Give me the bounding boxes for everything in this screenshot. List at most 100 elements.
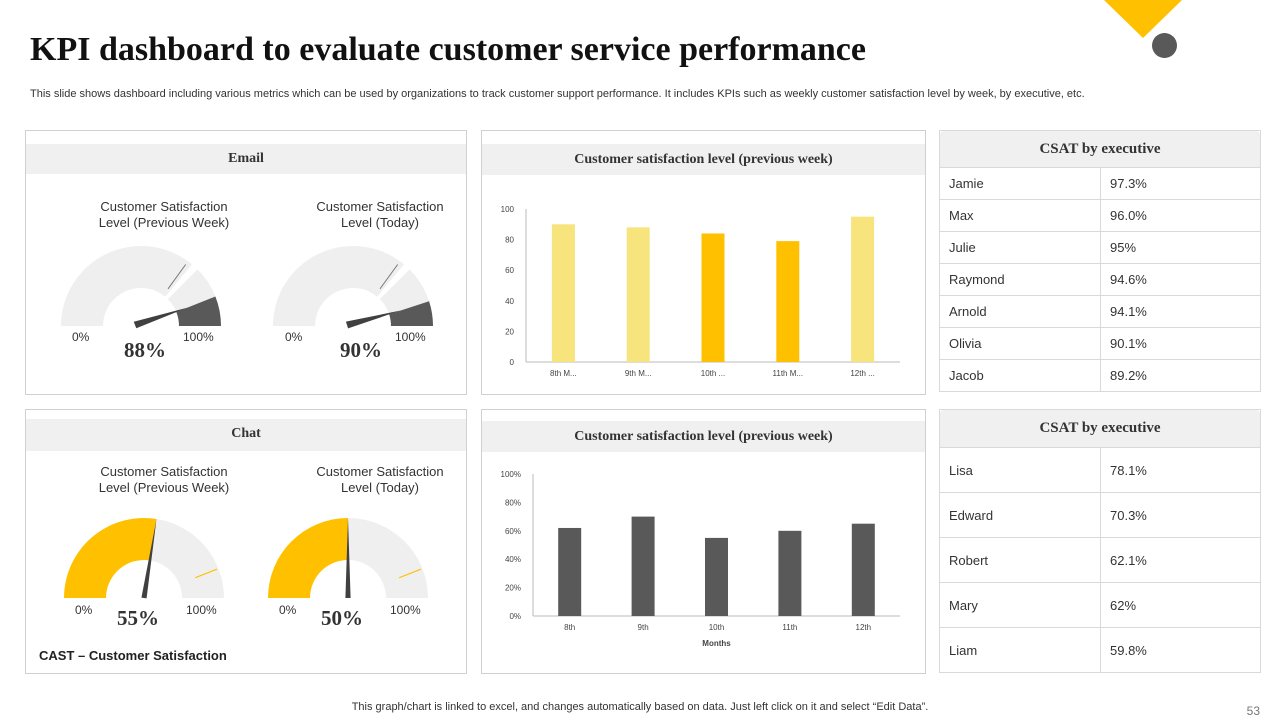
executive-csat-value: 62.1% bbox=[1110, 552, 1147, 568]
executive-name: Max bbox=[940, 200, 1101, 231]
email-gauge-2-min-label: 0% bbox=[285, 330, 303, 344]
x-tick-label: 11th bbox=[782, 623, 797, 632]
executive-csat-value: 78.1% bbox=[1110, 462, 1147, 478]
corner-triangle-decoration bbox=[1104, 0, 1182, 38]
chat-gauge-2-label: Customer Satisfaction Level (Today) bbox=[316, 464, 444, 495]
csat-row: Max 96.0% bbox=[940, 199, 1260, 231]
executive-csat-value: 89.2% bbox=[1110, 368, 1147, 383]
email-gauge-previous-week bbox=[61, 246, 221, 329]
gauge-target-marker bbox=[398, 568, 422, 579]
executive-csat-value: 70.3% bbox=[1110, 507, 1147, 523]
bar bbox=[626, 227, 650, 362]
chat-gauge-2-max-label: 100% bbox=[390, 603, 421, 617]
csat-row: Jamie 97.3% bbox=[940, 167, 1260, 199]
email-gauge-1-min-label: 0% bbox=[72, 330, 90, 344]
x-tick-label: 9th M... bbox=[625, 369, 652, 378]
gauge-background-arc bbox=[348, 518, 428, 598]
chat-gauge-1-label: Customer Satisfaction Level (Previous We… bbox=[98, 464, 230, 495]
executive-name: Mary bbox=[940, 583, 1101, 627]
csat-table-top-title: CSAT by executive bbox=[940, 131, 1260, 167]
executive-name: Arnold bbox=[940, 296, 1101, 327]
footer-note: This graph/chart is linked to excel, and… bbox=[351, 701, 929, 713]
csat-by-executive-table-top: CSAT by executive Jamie 97.3% Max 96.0% Juli… bbox=[939, 130, 1261, 392]
csat-row: Liam 59.8% bbox=[940, 627, 1260, 672]
gauge-value-arc bbox=[389, 301, 433, 326]
gauge-needle bbox=[141, 518, 157, 599]
weekly-csat-chart-title: Customer satisfaction level (previous we… bbox=[482, 144, 925, 175]
email-panel: Email Customer Satisfaction Level (Previ… bbox=[25, 130, 467, 395]
email-gauge-2-value: 90% bbox=[340, 338, 382, 362]
csat-table-top-rows: Jamie 97.3% Max 96.0% Julie 95% Raymond 94.6% Ar… bbox=[940, 167, 1260, 391]
gauge-needle bbox=[133, 307, 188, 329]
gauge-background-arc bbox=[149, 518, 224, 598]
gauge-needle bbox=[345, 518, 351, 598]
csat-row: Raymond 94.6% bbox=[940, 263, 1260, 295]
chat-gauge-1-value: 55% bbox=[117, 606, 159, 630]
y-tick-label: 80 bbox=[505, 236, 514, 245]
executive-name: Jamie bbox=[940, 168, 1101, 199]
email-gauge-today bbox=[273, 246, 433, 329]
executive-csat-value: 95% bbox=[1110, 240, 1137, 255]
executive-name: Raymond bbox=[940, 264, 1101, 295]
csat-row: Edward 70.3% bbox=[940, 492, 1260, 537]
executive-name: Liam bbox=[940, 628, 1101, 672]
csat-abbreviation-note: CAST – Customer Satisfaction bbox=[39, 648, 227, 663]
executive-csat-value: 62% bbox=[1110, 597, 1137, 613]
monthly-csat-chart-title: Customer satisfaction level (previous we… bbox=[482, 421, 925, 452]
x-tick-label: 12th bbox=[856, 623, 872, 632]
email-gauge-1-value: 88% bbox=[124, 338, 166, 362]
csat-row: Arnold 94.1% bbox=[940, 295, 1260, 327]
csat-row: Julie 95% bbox=[940, 231, 1260, 263]
x-tick-label: 10th ... bbox=[701, 369, 725, 378]
chat-gauge-today bbox=[268, 518, 428, 598]
gauge-background-arc bbox=[273, 246, 404, 326]
y-tick-label: 20% bbox=[505, 584, 521, 593]
y-tick-label: 100 bbox=[501, 205, 515, 214]
y-tick-label: 0 bbox=[510, 358, 515, 367]
chat-gauge-1-max-label: 100% bbox=[186, 603, 217, 617]
x-tick-label: 11th M... bbox=[773, 369, 804, 378]
email-panel-title: Email bbox=[26, 144, 466, 174]
gauge-target-marker bbox=[194, 568, 218, 579]
bar bbox=[558, 527, 582, 616]
executive-csat-value: 96.0% bbox=[1110, 208, 1147, 223]
executive-csat-value: 59.8% bbox=[1110, 642, 1147, 658]
chat-gauge-1-min-label: 0% bbox=[75, 603, 93, 617]
y-tick-label: 100% bbox=[501, 470, 521, 479]
chat-panel-title: Chat bbox=[26, 419, 466, 451]
x-tick-label: 8th M... bbox=[550, 369, 577, 378]
csat-table-bottom-title: CSAT by executive bbox=[940, 410, 1260, 447]
y-tick-label: 80% bbox=[505, 498, 521, 507]
bar bbox=[778, 530, 802, 616]
y-tick-label: 20 bbox=[505, 327, 514, 336]
y-tick-label: 40 bbox=[505, 297, 514, 306]
executive-name: Jacob bbox=[940, 360, 1101, 391]
y-tick-label: 60% bbox=[505, 527, 521, 536]
chat-gauge-2-min-label: 0% bbox=[279, 603, 297, 617]
corner-dot-decoration bbox=[1152, 33, 1177, 58]
csat-by-executive-table-bottom: CSAT by executive Lisa 78.1% Edward 70.3% Ro… bbox=[939, 409, 1261, 673]
email-gauge-1-label: Customer Satisfaction Level (Previous We… bbox=[98, 199, 230, 230]
y-tick-label: 60 bbox=[505, 266, 514, 275]
bar bbox=[776, 241, 800, 362]
csat-row: Robert 62.1% bbox=[940, 537, 1260, 582]
x-tick-label: 9th bbox=[638, 623, 649, 632]
executive-name: Julie bbox=[940, 232, 1101, 263]
executive-csat-value: 90.1% bbox=[1110, 336, 1147, 351]
page-subtitle: This slide shows dashboard including var… bbox=[30, 88, 1085, 100]
executive-name: Olivia bbox=[940, 328, 1101, 359]
chat-gauge-2-value: 50% bbox=[321, 606, 363, 630]
weekly-csat-bar-chart: 0 20 40 60 80 100 8th M... 9th M... 10th ... 11th… bbox=[501, 205, 900, 378]
chat-gauge-previous-week bbox=[64, 518, 224, 599]
email-gauge-1-max-label: 100% bbox=[183, 330, 214, 344]
executive-csat-value: 97.3% bbox=[1110, 176, 1147, 191]
gauge-gap-arc bbox=[165, 264, 198, 300]
x-tick-label: 10th bbox=[709, 623, 725, 632]
bar bbox=[851, 216, 875, 362]
page-number: 53 bbox=[1246, 704, 1260, 718]
csat-row: Jacob 89.2% bbox=[940, 359, 1260, 391]
email-gauge-2-max-label: 100% bbox=[395, 330, 426, 344]
gauge-background-arc bbox=[61, 246, 192, 326]
gauge-value-arc bbox=[176, 296, 221, 326]
csat-table-bottom-rows: Lisa 78.1% Edward 70.3% Robert 62.1% Mary 62% Li… bbox=[940, 447, 1260, 672]
